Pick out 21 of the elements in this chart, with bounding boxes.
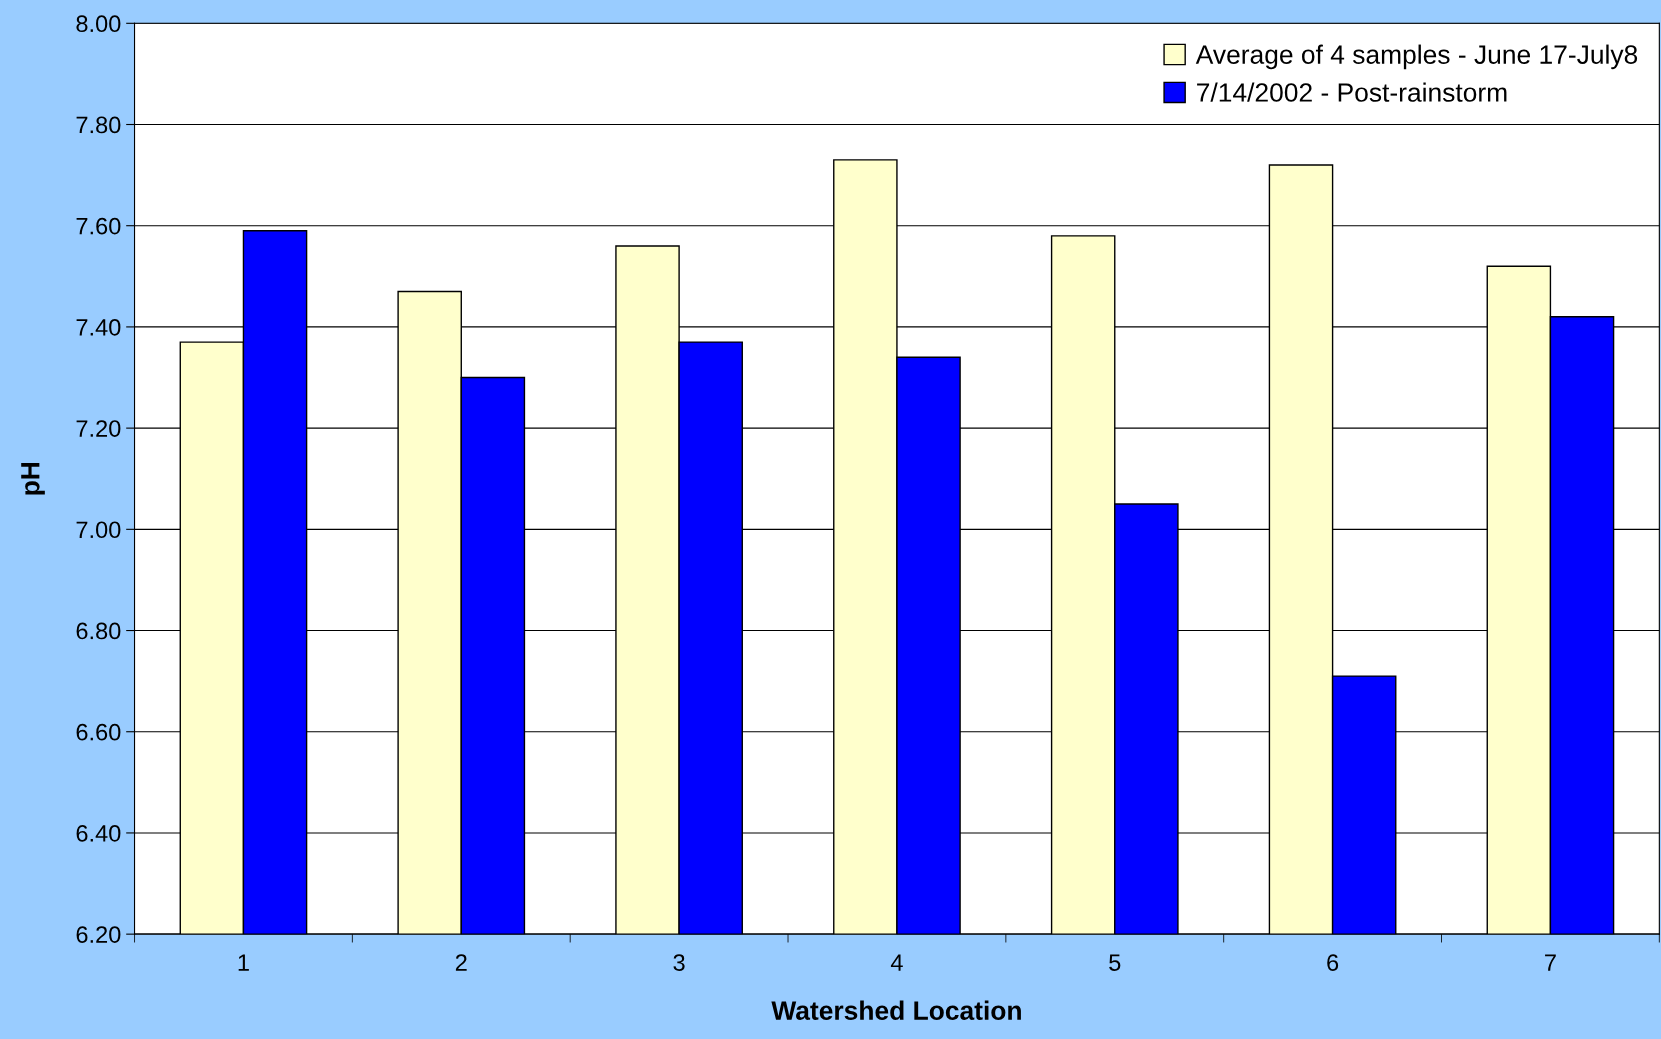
y-tick-label: 8.00 bbox=[76, 15, 121, 33]
y-tick-label: 6.80 bbox=[76, 622, 121, 640]
x-tick-label: 1 bbox=[238, 954, 249, 971]
x-axis-title: Watershed Location bbox=[771, 1000, 1021, 1020]
legend-label: Average of 4 samples - June 17-July8 bbox=[1195, 44, 1638, 70]
y-tick-label: 6.40 bbox=[76, 825, 121, 842]
legend-label: 7/14/2002 - Post-rainstorm bbox=[1197, 82, 1507, 102]
y-tick-label: 7.80 bbox=[76, 116, 121, 134]
y-tick-label: 7.00 bbox=[76, 521, 121, 539]
x-tick-label: 4 bbox=[890, 954, 903, 971]
y-tick-label: 7.20 bbox=[76, 420, 121, 437]
y-axis-title: pH bbox=[21, 462, 45, 495]
x-tick-label: 3 bbox=[673, 954, 685, 971]
x-tick-label: 6 bbox=[1327, 954, 1339, 971]
x-tick-label: 7 bbox=[1545, 954, 1556, 971]
x-tick-label: 2 bbox=[455, 954, 467, 971]
y-tick-label: 6.20 bbox=[76, 926, 121, 943]
y-tick-label: 7.60 bbox=[76, 217, 121, 235]
y-tick-label: 7.40 bbox=[76, 318, 121, 336]
x-tick-label: 5 bbox=[1109, 954, 1121, 971]
y-tick-label: 6.60 bbox=[76, 723, 121, 741]
